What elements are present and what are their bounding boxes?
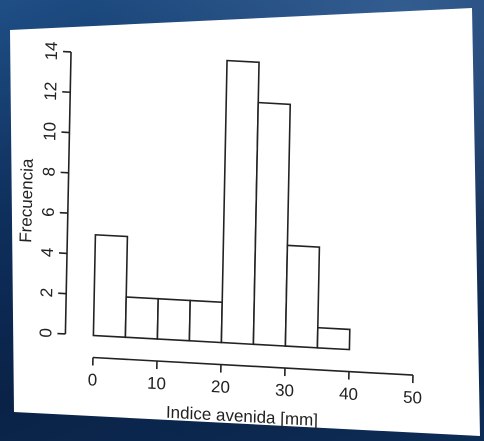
- y-axis-label: Frecuencia: [16, 158, 37, 244]
- histogram-bar-0: [92, 233, 129, 339]
- x-tick-label: 50: [403, 388, 422, 408]
- x-tick-label: 10: [147, 374, 166, 394]
- y-axis-line: [64, 51, 72, 335]
- histogram-bar-7: [316, 326, 351, 351]
- x-tick-label: 40: [339, 384, 358, 404]
- histogram-bar-4: [220, 59, 260, 346]
- y-axis: 0 2 4 6 8 10 12 14: [36, 41, 72, 339]
- y-tick-label: 2: [37, 287, 56, 298]
- histogram-bar-2: [156, 297, 192, 342]
- y-tick-label: 6: [39, 207, 58, 218]
- y-tick-label: 8: [40, 166, 59, 177]
- histogram-bar-6: [284, 244, 321, 349]
- histogram-bar-5: [252, 101, 292, 347]
- x-tick-label: 0: [88, 370, 98, 390]
- bars-group: [92, 59, 351, 351]
- histogram-bar-3: [188, 299, 224, 344]
- histogram-bar-1: [124, 296, 160, 340]
- y-tick-label: 14: [42, 41, 61, 61]
- y-tick-label: 12: [41, 81, 60, 101]
- y-tick-label: 0: [36, 328, 55, 339]
- x-tick-label: 20: [211, 377, 230, 397]
- x-tick-label: 30: [275, 381, 294, 401]
- x-axis: 0 10 20 30 40 50: [88, 356, 422, 408]
- y-tick-label: 4: [38, 247, 57, 258]
- x-axis-line: [92, 356, 413, 376]
- y-tick-label: 10: [40, 121, 59, 141]
